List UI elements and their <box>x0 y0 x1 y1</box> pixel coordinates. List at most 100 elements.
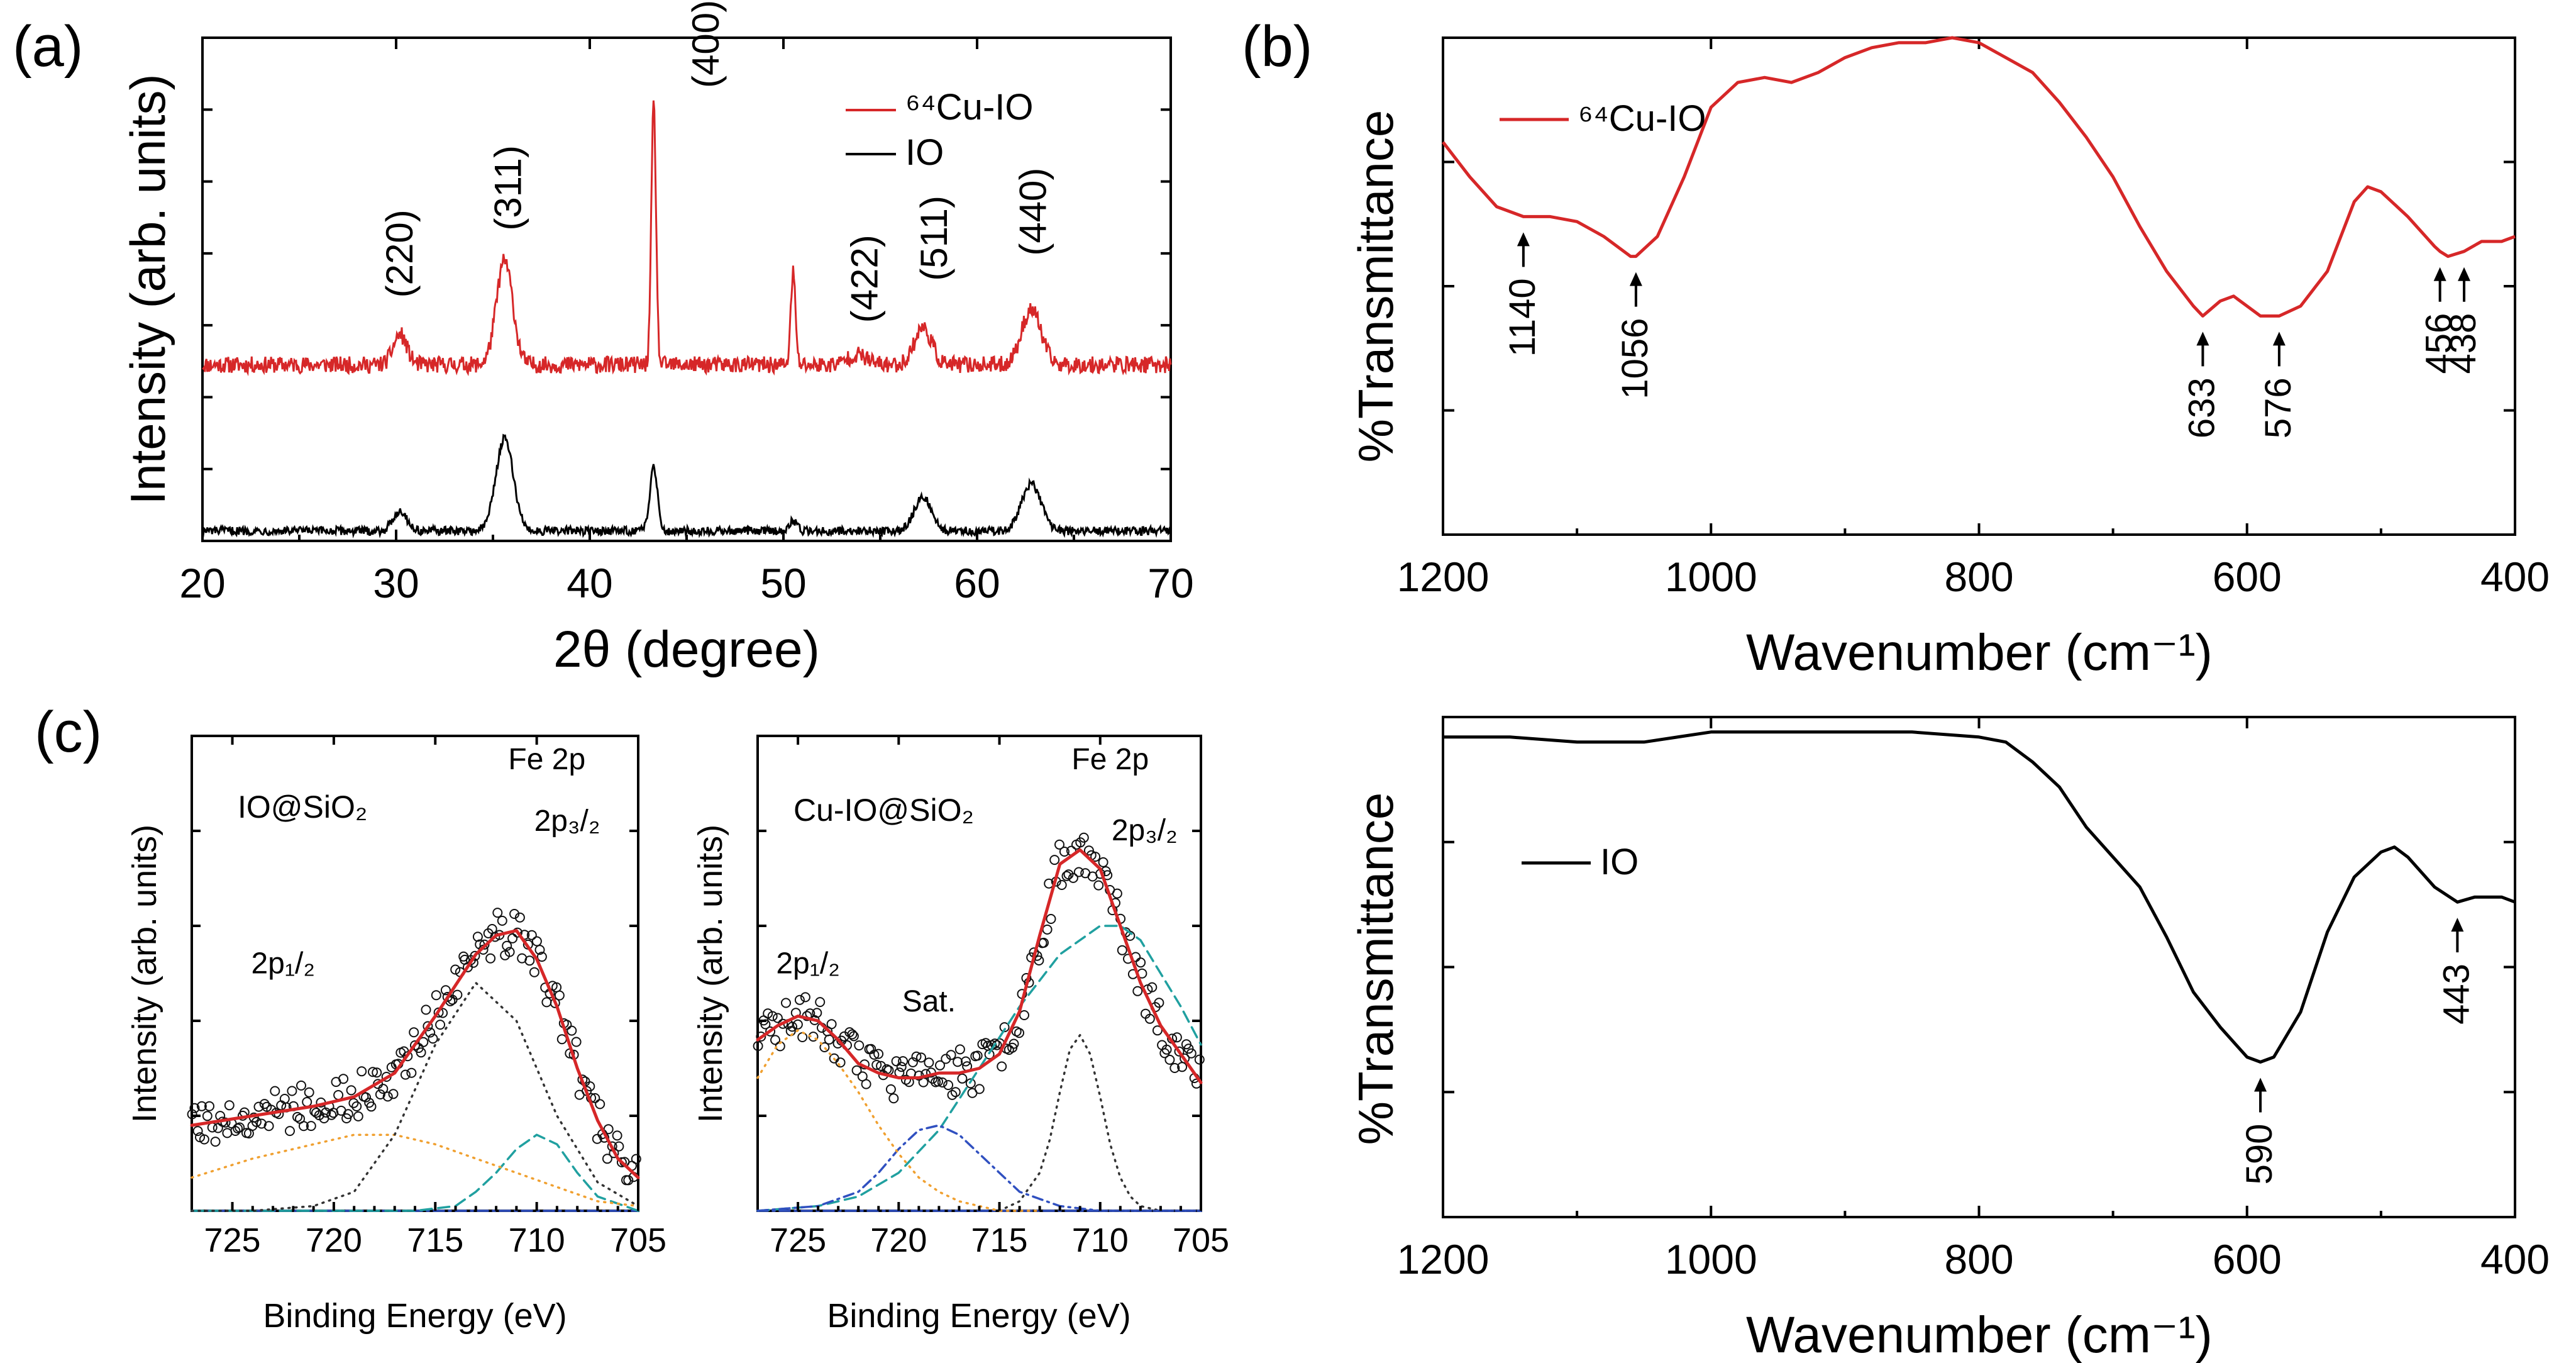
chart-a: 20 30 40 50 60 70 (220) (311) (400) (422) (511) (4… <box>120 0 1194 678</box>
xps-data-point <box>526 930 537 940</box>
xps-data-point <box>368 1067 378 1077</box>
annotation-label: 443 <box>2436 964 2477 1025</box>
chart-b-bottom-series <box>1443 730 2516 1064</box>
xps-data-point <box>614 1141 624 1152</box>
chart-b-bottom-frame <box>1442 716 2516 1218</box>
xps-data-point <box>1049 855 1060 865</box>
annotation-label: 576 <box>2258 377 2299 438</box>
xps-data-point <box>536 952 547 962</box>
xps-data-point <box>907 1057 918 1067</box>
xrd-series-io <box>201 433 1171 539</box>
xps-data-point <box>935 1060 945 1071</box>
xps-data-point <box>534 945 545 955</box>
xps-annotation: 2p₁/₂ <box>776 947 840 981</box>
chart-b-top-legend: ⁶⁴Cu-IO <box>1578 98 1706 139</box>
xps-data-point <box>943 1080 954 1091</box>
xps-data-point <box>304 1087 314 1098</box>
xps-data-point <box>406 1067 417 1078</box>
xrd-peak-label: (422) <box>843 235 885 323</box>
xps-data-point <box>1093 880 1104 891</box>
xps-data-point <box>251 1116 262 1127</box>
xps-data-point <box>1098 857 1108 867</box>
xps-data-point <box>450 964 461 975</box>
annotation-arrow-head <box>2196 331 2209 346</box>
annotation-arrow-head <box>2451 918 2464 932</box>
xps-annotation: 2p₃/₂ <box>1112 814 1178 847</box>
xps-data-point <box>1171 1032 1182 1043</box>
xps-data-point <box>1147 982 1158 993</box>
chart-b-bottom-ylabel: %Transmittance <box>1348 793 1403 1145</box>
xps-data-point <box>866 1043 876 1054</box>
xps-data-point <box>556 1034 567 1045</box>
chart-b-bottom-ticks: 1200 1000 800 600 400 <box>1397 717 2550 1282</box>
x-tick-label: 705 <box>1173 1221 1229 1259</box>
xps-data-point <box>812 1008 822 1018</box>
xps-data-point <box>196 1101 207 1111</box>
xps-data-point <box>202 1111 213 1121</box>
x-tick-label: 710 <box>1072 1221 1129 1259</box>
annotation-label: 438 <box>2443 313 2484 374</box>
xrd-peak-label: (220) <box>379 209 421 298</box>
xps-data-point <box>529 967 539 977</box>
xps-data-point <box>571 1037 582 1047</box>
xps-data-point <box>1136 957 1146 968</box>
xps-data-point <box>433 1007 444 1018</box>
xps-data-point <box>876 1060 887 1071</box>
xps-data-point <box>192 1126 203 1137</box>
xps-data-point <box>933 1076 943 1087</box>
xps-data-point <box>210 1137 221 1147</box>
xps-data-point <box>1154 998 1164 1008</box>
chart-c-right-xlabel: Binding Energy (eV) <box>827 1297 1130 1335</box>
ftir-series-line <box>1442 36 2516 318</box>
annotation-label: 633 <box>2181 377 2222 438</box>
annotation-arrow-head <box>2272 331 2286 346</box>
chart-b-top-xlabel: Wavenumber (cm⁻¹) <box>1746 624 2213 681</box>
xps-data-point <box>965 1078 976 1089</box>
chart-b-bottom-xlabel: Wavenumber (cm⁻¹) <box>1746 1306 2213 1363</box>
annotation-arrow-head <box>2458 267 2471 281</box>
xps-data-point <box>885 1084 896 1094</box>
xps-data-point <box>299 1121 309 1132</box>
xps-data-point <box>894 1067 905 1078</box>
xps-data-point <box>479 939 490 950</box>
xps-data-point <box>259 1099 270 1110</box>
xps-data-point <box>901 1074 911 1085</box>
chart-b-bottom-legend: IO <box>1600 842 1639 882</box>
xps-data-point <box>485 953 496 964</box>
xps-component-main <box>191 981 639 1212</box>
xps-data-point <box>767 1011 778 1021</box>
xps-data-point <box>311 1108 321 1118</box>
xps-data-point <box>306 1121 316 1132</box>
xps-data-point <box>972 1050 983 1061</box>
panel-label-a: (a) <box>13 14 83 79</box>
xps-data-point <box>378 1084 389 1094</box>
x-tick-label: 710 <box>509 1221 565 1259</box>
chart-b-bottom: 1200 1000 800 600 400 590 443 IO Wavenumber (… <box>1348 716 2550 1363</box>
xps-data-point <box>418 1037 429 1047</box>
xps-data-point <box>911 1051 922 1062</box>
x-tick-label: 800 <box>1944 1236 2013 1282</box>
xps-data-point <box>361 1092 371 1103</box>
xps-component-broad <box>756 925 1202 1212</box>
xps-data-point <box>296 1080 306 1091</box>
xps-data-point <box>1056 880 1067 890</box>
xrd-peak-label: (311) <box>487 145 529 231</box>
xps-data-point <box>382 1091 393 1102</box>
xps-data-point <box>224 1100 235 1111</box>
xps-data-point <box>204 1101 214 1111</box>
xps-data-point <box>351 1101 362 1111</box>
xps-data-point <box>492 908 503 918</box>
xps-data-point <box>531 936 542 947</box>
xps-data-point <box>423 1021 433 1032</box>
annotation-arrow-head <box>1517 232 1530 247</box>
xps-component-shake-up <box>191 1133 639 1208</box>
xps-data-point <box>924 1057 934 1068</box>
chart-c-left-xlabel: Binding Energy (eV) <box>263 1297 567 1335</box>
annotation-arrow-head <box>2254 1077 2267 1092</box>
x-tick-label: 1000 <box>1665 554 1757 600</box>
xps-data-point <box>402 1051 413 1062</box>
xps-component-fit <box>190 929 640 1179</box>
xps-data-point <box>957 1073 968 1084</box>
